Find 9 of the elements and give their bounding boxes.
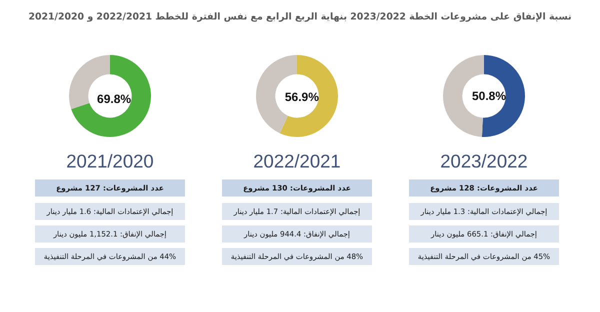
data-label: 69.8% [97,92,132,106]
data-label: 56.9% [284,90,320,104]
text: 2021/2020 [66,150,154,172]
donut-slice [280,55,338,137]
text: نسبة الإنفاق على مشروعات الخطة 2023/2022 بنهاية الربع الرابع مع نفس الفترة للخطط 2022/2021 و 2021/2020 [28,12,572,22]
text: 2023/2022 [440,150,528,172]
data-label: 50.8% [472,89,506,104]
donut-slice [71,55,151,137]
text: 2022/2021 [253,150,341,172]
